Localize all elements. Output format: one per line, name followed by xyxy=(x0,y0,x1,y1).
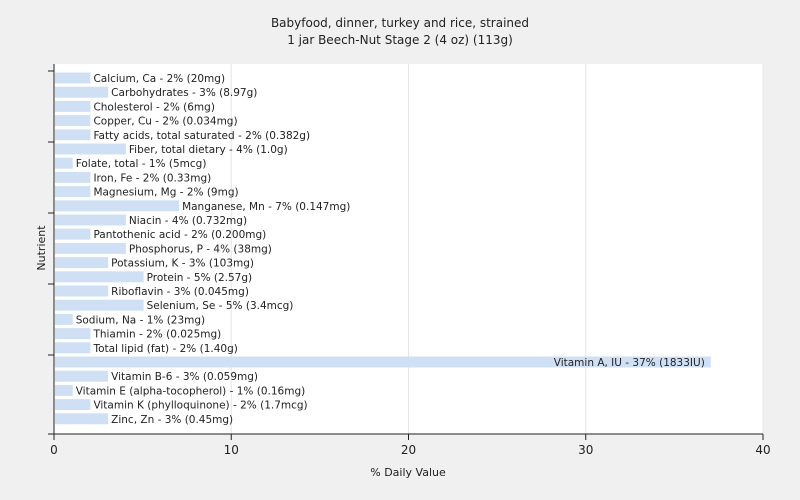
bar-label: Fiber, total dietary - 4% (1.0g) xyxy=(129,144,288,156)
bar xyxy=(55,356,711,368)
bar xyxy=(55,384,73,396)
bar xyxy=(55,328,91,340)
bar-label: Potassium, K - 3% (103mg) xyxy=(111,258,254,270)
bar-label: Total lipid (fat) - 2% (1.40g) xyxy=(92,343,237,355)
gridlines xyxy=(230,64,764,434)
bar xyxy=(55,370,109,382)
bar-label: Phosphorus, P - 4% (38mg) xyxy=(129,243,272,255)
x-axis-label: % Daily Value xyxy=(370,466,446,479)
bar-label: Niacin - 4% (0.732mg) xyxy=(129,215,247,227)
bar xyxy=(55,413,109,425)
bar-label: Cholesterol - 2% (6mg) xyxy=(93,101,215,113)
bar-label: Riboflavin - 3% (0.045mg) xyxy=(111,286,249,298)
x-tick-label: 20 xyxy=(401,443,416,457)
bar xyxy=(55,399,91,411)
bar xyxy=(55,171,91,183)
bar xyxy=(55,143,126,155)
bar xyxy=(55,157,73,169)
bar xyxy=(55,186,91,198)
x-tick-label: 10 xyxy=(224,443,239,457)
bar xyxy=(55,271,144,283)
bar xyxy=(55,342,91,354)
axes: 0 10 20 30 40 xyxy=(48,64,771,457)
bar-label: Vitamin K (phylloquinone) - 2% (1.7mcg) xyxy=(93,400,307,412)
bar-label: Manganese, Mn - 7% (0.147mg) xyxy=(182,201,350,213)
bar xyxy=(55,100,91,112)
bar-label: Thiamin - 2% (0.025mg) xyxy=(92,329,221,341)
bar xyxy=(55,86,109,98)
bar xyxy=(55,285,109,297)
bar xyxy=(55,257,109,269)
bar-label: Copper, Cu - 2% (0.034mg) xyxy=(93,116,237,128)
bar-label: Vitamin B-6 - 3% (0.059mg) xyxy=(111,371,258,383)
bar-label: Carbohydrates - 3% (8.97g) xyxy=(111,87,257,99)
bar-label: Protein - 5% (2.57g) xyxy=(147,272,253,284)
bar-label: Zinc, Zn - 3% (0.45mg) xyxy=(111,414,233,426)
bar xyxy=(55,242,126,254)
x-tick-label: 30 xyxy=(578,443,593,457)
bar-label: Vitamin A, IU - 37% (1833IU) xyxy=(554,357,705,369)
bar xyxy=(55,200,180,212)
bar-label: Fatty acids, total saturated - 2% (0.382… xyxy=(93,130,310,142)
bar-label: Vitamin E (alpha-tocopherol) - 1% (0.16m… xyxy=(76,385,306,397)
bar-label: Pantothenic acid - 2% (0.200mg) xyxy=(93,229,266,241)
chart-subtitle: 1 jar Beech-Nut Stage 2 (4 oz) (113g) xyxy=(287,33,513,47)
x-tick-label: 40 xyxy=(755,443,770,457)
bar xyxy=(55,214,126,226)
bar-label: Sodium, Na - 1% (23mg) xyxy=(76,314,205,326)
bar xyxy=(55,299,144,311)
bar-label: Magnesium, Mg - 2% (9mg) xyxy=(93,187,238,199)
bar xyxy=(55,228,91,240)
bar-label: Calcium, Ca - 2% (20mg) xyxy=(93,73,225,85)
bar xyxy=(55,129,91,141)
bar-label: Selenium, Se - 5% (3.4mcg) xyxy=(147,300,294,312)
bars xyxy=(55,72,711,425)
bar xyxy=(55,115,91,127)
bar-labels: Calcium, Ca - 2% (20mg) Carbohydrates - 3… xyxy=(76,73,705,426)
bar-label: Folate, total - 1% (5mcg) xyxy=(76,158,207,170)
bar xyxy=(55,313,73,325)
x-tick-label: 0 xyxy=(50,443,58,457)
bar-label: Iron, Fe - 2% (0.33mg) xyxy=(93,172,211,184)
chart-title: Babyfood, dinner, turkey and rice, strai… xyxy=(271,16,529,30)
bar xyxy=(55,72,91,84)
y-axis-label: Nutrient xyxy=(35,225,48,271)
